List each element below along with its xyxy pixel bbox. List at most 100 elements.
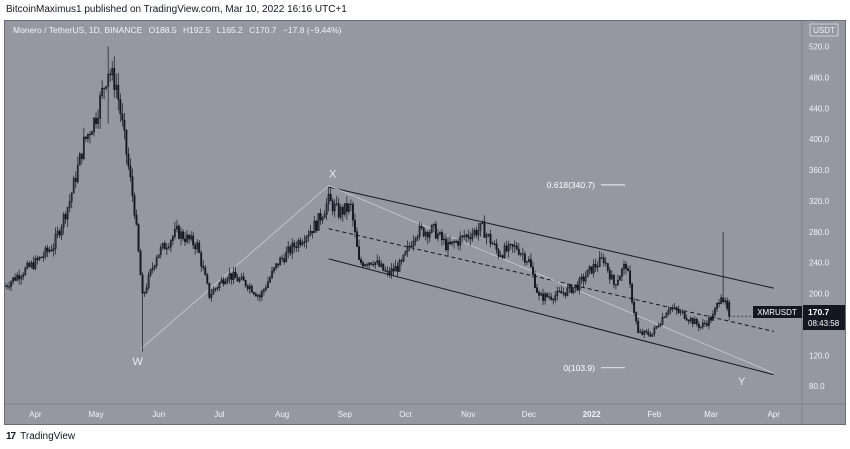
candle-body xyxy=(327,194,330,205)
candle-body xyxy=(610,274,613,280)
candle-body xyxy=(175,225,178,230)
open-label: O xyxy=(149,25,156,35)
candle-body xyxy=(596,266,599,268)
candle-body xyxy=(82,136,85,159)
candle-body xyxy=(525,261,528,263)
candle-body xyxy=(105,86,108,89)
y-tick-label: 320.0 xyxy=(809,197,830,206)
candle-body xyxy=(14,277,17,281)
candle-body xyxy=(485,234,488,238)
candle-body xyxy=(546,293,549,298)
candle-body xyxy=(345,203,348,212)
candle-body xyxy=(390,268,393,275)
wave-label-x: X xyxy=(329,168,337,180)
candle-body xyxy=(343,203,346,215)
candle-body xyxy=(602,257,605,264)
candle-body xyxy=(493,243,496,245)
candle-body xyxy=(714,308,716,315)
candle-body xyxy=(728,302,731,317)
candle-body xyxy=(315,220,318,231)
candle-body xyxy=(477,230,480,236)
candle-body xyxy=(321,217,324,221)
candle-body xyxy=(627,268,629,272)
candle-body xyxy=(206,274,209,284)
y-tick-label: 280.0 xyxy=(809,228,830,237)
candle-body xyxy=(649,334,652,337)
symbol-line: Monero / TetherUS, 1D, BINANCE O188.5 H1… xyxy=(13,25,342,35)
candle-body xyxy=(430,225,433,233)
candle-body xyxy=(402,254,405,262)
wave-path-line[interactable] xyxy=(140,185,774,374)
candle-body xyxy=(347,203,350,212)
channel-mid-line[interactable] xyxy=(328,228,774,332)
candle-body xyxy=(720,297,723,304)
high-value: 192.5 xyxy=(189,25,211,35)
candle-body xyxy=(529,259,532,268)
candle-body xyxy=(293,242,296,248)
channel-lower-line[interactable] xyxy=(328,258,774,376)
y-tick-label: 520.0 xyxy=(809,42,830,51)
candle-body xyxy=(18,275,21,280)
x-tick-label: Apr xyxy=(767,410,780,419)
candle-body xyxy=(165,247,168,250)
candle-body xyxy=(46,247,49,252)
candle-body xyxy=(68,201,71,208)
price-chart[interactable]: 0.618(340.7) 0(103.9) W X Y 520.0 480.0 440.0 4… xyxy=(5,21,845,424)
x-tick-label: Mar xyxy=(704,410,718,419)
y-tick-label: 200.0 xyxy=(809,290,830,299)
candle-body xyxy=(580,276,583,279)
candle-body xyxy=(487,234,490,236)
candle-body xyxy=(586,269,589,278)
close-label: C xyxy=(249,25,255,35)
candle-body xyxy=(271,270,273,279)
candle-body xyxy=(661,316,664,325)
candle-body xyxy=(564,292,567,296)
candle-body xyxy=(651,333,654,337)
candle-body xyxy=(590,266,593,274)
candle-body xyxy=(228,273,231,279)
candle-body xyxy=(594,264,597,268)
candle-body xyxy=(588,266,591,271)
fib-618-label: 0.618(340.7) xyxy=(547,180,595,190)
candle-body xyxy=(687,319,690,322)
candle-body xyxy=(384,270,387,272)
candle-body xyxy=(173,228,176,237)
candle-body xyxy=(410,245,413,247)
candle-body xyxy=(445,238,447,250)
candle-body xyxy=(258,295,261,298)
price-tag-value: 170.7 xyxy=(808,307,830,317)
candle-body xyxy=(451,241,453,245)
price-tag-bg xyxy=(803,305,845,330)
candle-body xyxy=(101,87,104,96)
candle-body xyxy=(471,233,474,240)
channel-upper-line[interactable] xyxy=(328,186,774,289)
low-label: L xyxy=(217,25,222,35)
candle-body xyxy=(457,240,460,246)
candle-body xyxy=(188,234,191,240)
candle-body xyxy=(604,262,607,264)
candle-body xyxy=(424,232,427,237)
candle-body xyxy=(48,249,51,252)
currency-badge[interactable] xyxy=(809,23,839,37)
candle-body xyxy=(552,298,555,301)
candle-body xyxy=(665,313,668,318)
candle-body xyxy=(635,312,638,322)
candle-body xyxy=(542,293,545,301)
candle-body xyxy=(262,289,265,292)
candle-body xyxy=(190,235,193,240)
candle-body xyxy=(289,246,292,254)
candle-body xyxy=(80,153,83,159)
candle-body xyxy=(519,253,522,255)
candle-body xyxy=(568,284,571,289)
candle-body xyxy=(623,263,625,270)
candle-body xyxy=(655,326,658,329)
candle-body xyxy=(299,240,302,245)
x-tick-label: May xyxy=(88,410,103,419)
y-tick-label: 80.0 xyxy=(809,382,825,391)
candle-body xyxy=(475,229,478,236)
candle-body xyxy=(24,267,27,275)
candle-body xyxy=(392,268,395,272)
candle-body xyxy=(479,222,482,231)
close-value: 170.7 xyxy=(255,25,277,35)
candle-body xyxy=(697,323,700,328)
